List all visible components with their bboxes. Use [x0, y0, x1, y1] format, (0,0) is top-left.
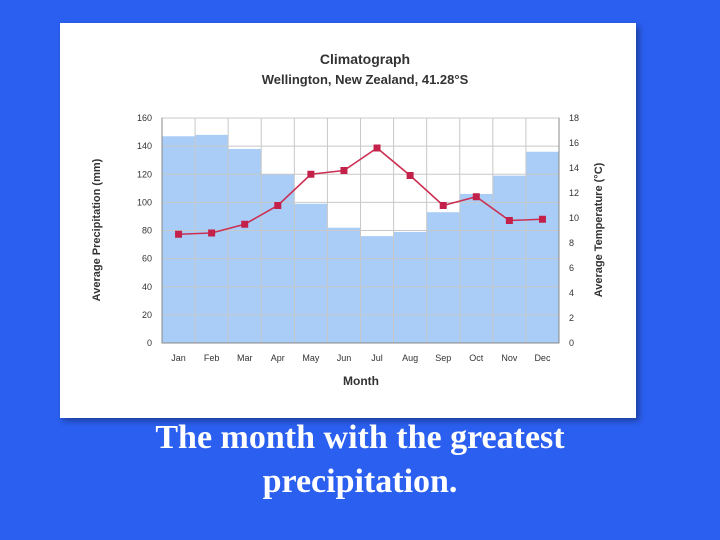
y-tick-label-left: 160	[137, 113, 152, 123]
x-tick-label: Dec	[534, 353, 551, 363]
y-tick-label-right: 18	[569, 113, 579, 123]
y-tick-label-left: 80	[142, 226, 152, 236]
y-tick-label-right: 4	[569, 288, 574, 298]
caption-line-2: precipitation.	[262, 463, 458, 500]
precipitation-bar	[360, 236, 394, 343]
temperature-point	[241, 220, 249, 228]
temperature-point	[538, 215, 546, 223]
temperature-point	[472, 193, 480, 201]
precipitation-bar	[327, 227, 361, 343]
y-tick-label-right: 0	[569, 338, 574, 348]
temperature-point	[175, 230, 183, 238]
y-tick-label-left: 100	[137, 197, 152, 207]
precipitation-bar	[525, 151, 559, 343]
x-tick-label: Jul	[371, 353, 383, 363]
y-axis-left-label: Average Precipitation (mm)	[91, 158, 103, 301]
y-tick-label-right: 2	[569, 313, 574, 323]
temperature-point	[406, 172, 414, 179]
temperature-point	[340, 167, 348, 174]
y-tick-label-right: 16	[569, 138, 579, 148]
temperature-point	[274, 202, 282, 209]
slide-caption: The month with the greatest precipitatio…	[0, 416, 720, 504]
chart-subtitle: Wellington, New Zealand, 41.28°S	[262, 72, 469, 87]
y-tick-label-left: 120	[137, 169, 152, 179]
precipitation-bar	[162, 136, 196, 343]
precipitation-bar	[294, 203, 328, 343]
y-tick-label-left: 140	[137, 141, 152, 151]
temperature-point	[439, 202, 447, 209]
precipitation-bar	[228, 148, 262, 343]
x-tick-label: May	[302, 353, 320, 363]
y-tick-label-right: 10	[569, 213, 579, 223]
y-tick-label-left: 20	[142, 310, 152, 320]
x-tick-label: Oct	[469, 353, 484, 363]
precipitation-bar	[426, 212, 460, 343]
x-tick-label: Jan	[171, 353, 186, 363]
y-tick-label-right: 14	[569, 163, 579, 173]
chart-title: Climatograph	[320, 51, 410, 67]
x-tick-label: Apr	[271, 353, 285, 363]
x-tick-label: Mar	[237, 353, 253, 363]
caption-line-1: The month with the greatest	[155, 419, 565, 456]
y-tick-label-left: 60	[142, 254, 152, 264]
temperature-point	[505, 217, 513, 224]
precipitation-bar	[492, 175, 526, 343]
y-tick-label-right: 8	[569, 238, 574, 248]
x-tick-label: Aug	[402, 353, 418, 363]
x-axis-label: Month	[343, 374, 379, 388]
y-tick-label-left: 40	[142, 282, 152, 292]
chart-canvas: Climatograph Wellington, New Zealand, 41…	[91, 51, 605, 388]
temperature-point	[307, 170, 315, 178]
x-tick-label: Nov	[501, 353, 518, 363]
plot-area: 0 20 40 60 80 100 120 140 160 0 2 4 6 8 10 12 14 16 18 Jan F…	[137, 113, 579, 363]
precipitation-bar	[195, 134, 229, 343]
temperature-point	[208, 229, 216, 237]
y-axis-right-label: Average Temperature (°C)	[593, 162, 605, 297]
x-tick-label: Jun	[337, 353, 352, 363]
x-tick-label: Feb	[204, 353, 220, 363]
temperature-line	[178, 146, 543, 236]
precipitation-bar	[459, 193, 493, 343]
x-tick-label: Sep	[435, 353, 451, 363]
precipitation-bar	[393, 231, 427, 343]
climatograph-chart: Climatograph Wellington, New Zealand, 41…	[60, 23, 636, 418]
y-tick-label-right: 6	[569, 263, 574, 273]
y-tick-label-right: 12	[569, 188, 579, 198]
y-tick-label-left: 0	[147, 338, 152, 348]
temperature-point	[373, 144, 381, 152]
